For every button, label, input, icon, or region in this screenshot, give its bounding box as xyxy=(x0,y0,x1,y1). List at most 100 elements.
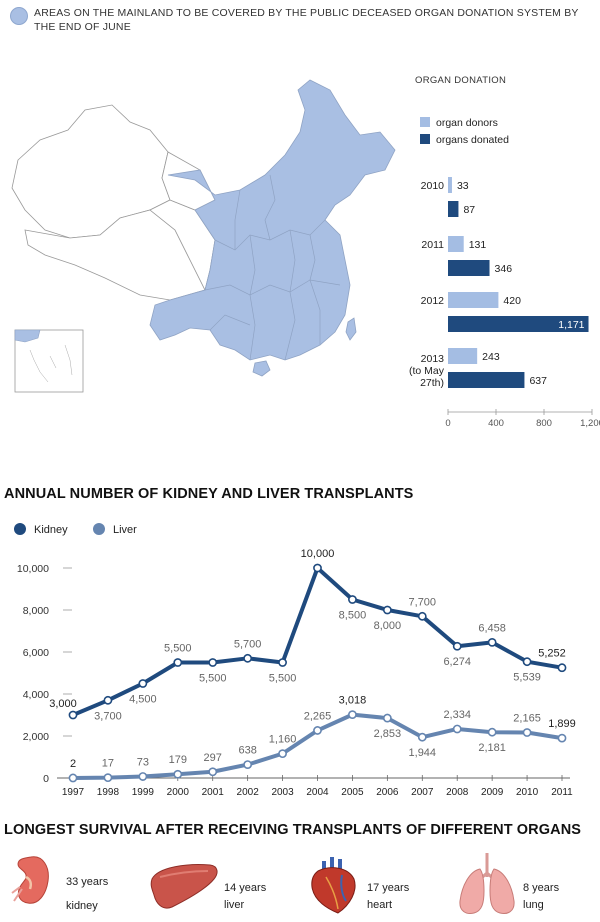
line-point-kidney xyxy=(487,637,497,647)
legend-swatch-donated xyxy=(420,134,430,144)
bar-donated xyxy=(448,316,589,332)
line-ytick-label: 8,000 xyxy=(23,605,49,617)
line-xtick-label: 2011 xyxy=(551,787,573,798)
line-data-label-liver: 179 xyxy=(169,754,187,766)
line-data-label-kidney: 5,700 xyxy=(234,638,262,650)
organ-donation-chart: ORGAN DONATION organ donors organs donat… xyxy=(409,75,600,429)
line-data-label-liver: 1,944 xyxy=(409,747,437,759)
line-data-label-kidney: 5,500 xyxy=(199,673,227,685)
line-data-label-kidney: 10,000 xyxy=(301,548,335,560)
bar-donors xyxy=(448,348,478,364)
line-point-kidney xyxy=(382,605,392,615)
line-data-label-liver: 1,899 xyxy=(548,718,576,730)
kidney-icon xyxy=(11,856,49,904)
legend-label-liver: Liver xyxy=(113,524,137,536)
survival-organ-liver: liver xyxy=(224,899,245,911)
line-data-label-liver: 2,165 xyxy=(513,713,541,725)
bar-value-label: 131 xyxy=(469,239,487,251)
line-ytick-label: 4,000 xyxy=(23,689,49,701)
line-xtick-label: 2000 xyxy=(167,787,190,798)
survival-organ-kidney: kidney xyxy=(66,900,98,912)
legend-dot-liver xyxy=(93,523,105,535)
heart-icon xyxy=(311,857,356,914)
line-data-label-liver: 297 xyxy=(204,752,222,764)
survival-row: 33 years kidney 14 years liver 17 years … xyxy=(0,845,600,922)
bar-category-label: 2011 xyxy=(421,239,444,251)
line-point-kidney xyxy=(522,657,532,667)
line-data-label-liver: 1,160 xyxy=(269,734,297,746)
survival-title: LONGEST SURVIVAL AFTER RECEIVING TRANSPL… xyxy=(4,822,582,838)
bar-category-label: 2013 (to May 27th) xyxy=(409,353,445,389)
line-chart-title: ANNUAL NUMBER OF KIDNEY AND LIVER TRANSP… xyxy=(4,486,414,502)
line-data-label-liver: 3,018 xyxy=(339,695,367,707)
line-xtick-label: 1998 xyxy=(97,787,120,798)
bar-donors xyxy=(448,292,499,308)
line-xtick-label: 2005 xyxy=(341,787,364,798)
line-point-kidney xyxy=(138,679,148,688)
liver-icon xyxy=(150,864,218,909)
lung-icon xyxy=(459,853,515,914)
line-data-label-kidney: 5,500 xyxy=(269,673,297,685)
line-data-label-kidney: 6,274 xyxy=(443,656,471,668)
line-ytick-label: 6,000 xyxy=(23,647,49,659)
bar-axis-tick-label: 800 xyxy=(536,418,552,429)
bar-value-label: 33 xyxy=(457,180,469,192)
bar-value-label: 346 xyxy=(495,263,513,275)
legend-label-donated: organs donated xyxy=(436,134,509,146)
line-data-label-liver: 2,181 xyxy=(478,742,506,754)
line-legend: Kidney Liver xyxy=(14,523,137,536)
south-china-sea-inset xyxy=(14,329,84,393)
line-point-liver xyxy=(557,733,567,743)
line-point-kidney xyxy=(557,663,567,673)
line-point-liver xyxy=(452,724,462,734)
line-point-kidney xyxy=(68,710,78,720)
line-xtick-label: 2010 xyxy=(516,787,539,798)
line-point-liver xyxy=(243,760,253,770)
line-xtick-label: 2007 xyxy=(411,787,434,798)
bar-value-label: 637 xyxy=(529,375,547,387)
line-data-label-kidney: 7,700 xyxy=(409,596,437,608)
line-xtick-label: 1997 xyxy=(62,787,85,798)
line-data-label-liver: 2,265 xyxy=(304,710,332,722)
bar-x-axis: 0 400 800 1,200 xyxy=(445,409,600,429)
map-legend-text: AREAS ON THE MAINLAND TO BE COVERED BY T… xyxy=(34,7,579,33)
bar-donors xyxy=(448,236,464,252)
line-data-label-liver: 17 xyxy=(102,758,114,770)
legend-label-donors: organ donors xyxy=(436,117,498,129)
bar-category-label: 2012 xyxy=(421,295,445,307)
line-xtick-label: 2009 xyxy=(481,787,504,798)
line-data-label-kidney: 4,500 xyxy=(129,694,157,706)
map-region-covered xyxy=(149,79,396,361)
line-point-kidney xyxy=(208,658,218,667)
line-point-liver xyxy=(313,726,322,735)
bar-value-label: 87 xyxy=(463,204,475,216)
bar-value-label: 243 xyxy=(482,351,500,363)
line-xtick-label: 2006 xyxy=(376,787,399,798)
bar-donors xyxy=(448,177,452,193)
map-region-hainan xyxy=(252,360,271,377)
line-data-label-liver: 2,334 xyxy=(443,709,471,721)
survival-years-liver: 14 years xyxy=(224,882,267,894)
line-point-kidney xyxy=(313,563,322,573)
line-xtick-label: 2004 xyxy=(306,787,329,798)
line-point-kidney xyxy=(173,658,183,667)
line-xtick-label: 2008 xyxy=(446,787,469,798)
line-data-label-kidney: 5,500 xyxy=(164,643,192,655)
line-point-liver xyxy=(522,728,532,737)
bar-donated xyxy=(448,260,490,276)
line-data-label-kidney: 3,700 xyxy=(94,710,122,722)
line-point-liver xyxy=(68,773,78,783)
line-xtick-label: 1999 xyxy=(132,787,155,798)
line-data-label-kidney: 6,458 xyxy=(478,622,506,634)
bar-donated xyxy=(448,372,525,388)
bar-legend: organ donors organs donated xyxy=(420,117,509,146)
bar-axis-tick-label: 0 xyxy=(445,418,450,429)
line-point-liver xyxy=(173,769,183,779)
bar-category-label: 2010 xyxy=(421,180,445,192)
line-point-kidney xyxy=(452,641,462,651)
legend-swatch-donors xyxy=(420,117,430,127)
line-point-kidney xyxy=(243,653,253,663)
survival-organ-heart: heart xyxy=(367,899,393,911)
map-legend: AREAS ON THE MAINLAND TO BE COVERED BY T… xyxy=(10,5,595,45)
line-data-label-kidney: 5,252 xyxy=(538,648,566,660)
